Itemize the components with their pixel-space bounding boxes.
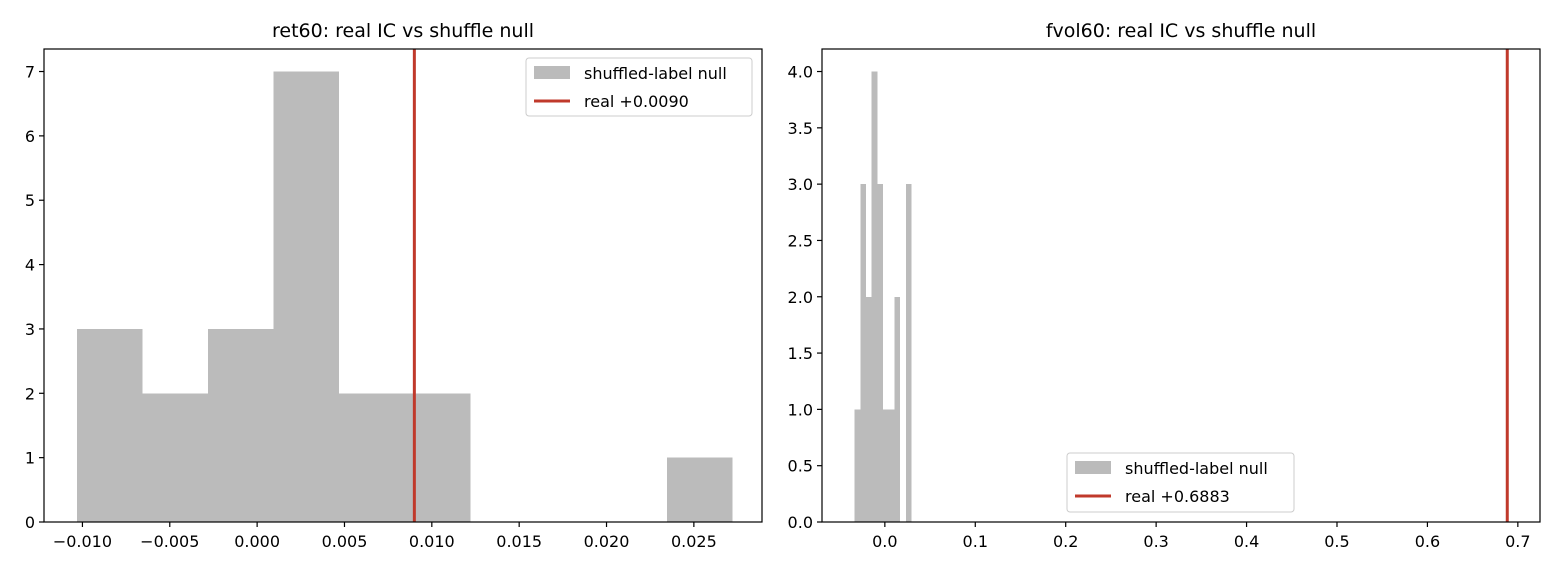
x-tick-label: 0.3 [1143, 532, 1168, 551]
x-tick-label: −0.010 [53, 532, 112, 551]
legend: shuffled-label null real +0.0090 [525, 57, 753, 117]
histogram-bar [905, 184, 912, 522]
y-tick-label: 1.5 [788, 344, 813, 363]
y-tick-label: 3.0 [788, 175, 813, 194]
histogram-bar [854, 409, 861, 522]
histogram-bar [894, 296, 901, 522]
histogram-bar [339, 393, 405, 522]
legend-swatch-null [1075, 461, 1111, 474]
histogram-bar [273, 71, 340, 523]
histogram-bar [871, 71, 878, 523]
y-tick-label: 0 [25, 513, 35, 532]
x-tick-label: 0.025 [671, 532, 717, 551]
y-axis: 0 1 2 3 4 5 6 7 [25, 63, 44, 532]
histogram-bar [208, 328, 274, 522]
y-tick-label: 4 [25, 256, 35, 275]
histogram-bar [877, 184, 884, 522]
y-tick-label: 1 [25, 449, 35, 468]
y-tick-label: 1.0 [788, 400, 813, 419]
x-tick-label: 0.7 [1505, 532, 1530, 551]
histogram-bars [77, 71, 733, 523]
y-tick-label: 2 [25, 384, 35, 403]
x-tick-label: 0.6 [1415, 532, 1440, 551]
x-tick-label: 0.4 [1234, 532, 1259, 551]
y-tick-label: 0.0 [788, 513, 813, 532]
legend: shuffled-label null real +0.6883 [1066, 452, 1295, 513]
y-tick-label: 4.0 [788, 63, 813, 82]
y-tick-label: 2.5 [788, 231, 813, 250]
x-tick-label: 0.020 [584, 532, 630, 551]
chart-title: ret60: real IC vs shuffle null [272, 20, 534, 42]
y-tick-label: 2.0 [788, 288, 813, 307]
x-tick-label: 0.010 [409, 532, 455, 551]
x-tick-label: 0.0 [872, 532, 897, 551]
legend-box [525, 57, 753, 117]
x-tick-label: 0.000 [234, 532, 280, 551]
chart-panel-2: fvol60: real IC vs shuffle null 0.0 0.1 0.2… [788, 20, 1541, 551]
x-tick-label: 0.2 [1053, 532, 1078, 551]
histogram-bar [865, 296, 872, 522]
y-tick-label: 0.5 [788, 457, 813, 476]
histogram-bar [883, 409, 889, 522]
legend-box [1066, 452, 1295, 513]
histogram-bar [77, 328, 143, 522]
x-axis: −0.010 −0.005 0.000 0.005 0.010 0.015 0.020 0.0… [53, 522, 717, 551]
legend-label: real +0.0090 [584, 92, 689, 111]
histogram-bar [888, 409, 895, 522]
histogram-bars [854, 71, 912, 523]
y-tick-label: 7 [25, 63, 35, 82]
x-tick-label: 0.1 [963, 532, 988, 551]
chart-panel-1: ret60: real IC vs shuffle null−0.010 −0.0… [25, 20, 763, 551]
y-tick-label: 6 [25, 127, 35, 146]
legend-swatch-null [534, 66, 570, 79]
legend-label: shuffled-label null [584, 64, 727, 83]
y-tick-label: 5 [25, 191, 35, 210]
chart-title: fvol60: real IC vs shuffle null [1046, 20, 1316, 42]
x-tick-label: 0.5 [1324, 532, 1349, 551]
axes-frame [43, 48, 763, 523]
legend-label: shuffled-label null [1125, 459, 1268, 478]
x-tick-label: 0.005 [322, 532, 368, 551]
legend-label: real +0.6883 [1125, 487, 1230, 506]
histogram-bar [142, 393, 209, 522]
y-tick-label: 3 [25, 320, 35, 339]
x-axis: 0.0 0.1 0.2 0.3 0.4 0.5 0.6 0.7 [872, 522, 1531, 551]
y-axis: 0.0 0.5 1.0 1.5 2.0 2.5 3.0 3.5 4.0 [788, 63, 822, 532]
histogram-bar [666, 457, 733, 522]
x-tick-label: −0.005 [140, 532, 199, 551]
histogram-bar [860, 184, 866, 522]
x-tick-label: 0.015 [496, 532, 542, 551]
axes-frame [821, 48, 1541, 523]
y-tick-label: 3.5 [788, 119, 813, 138]
